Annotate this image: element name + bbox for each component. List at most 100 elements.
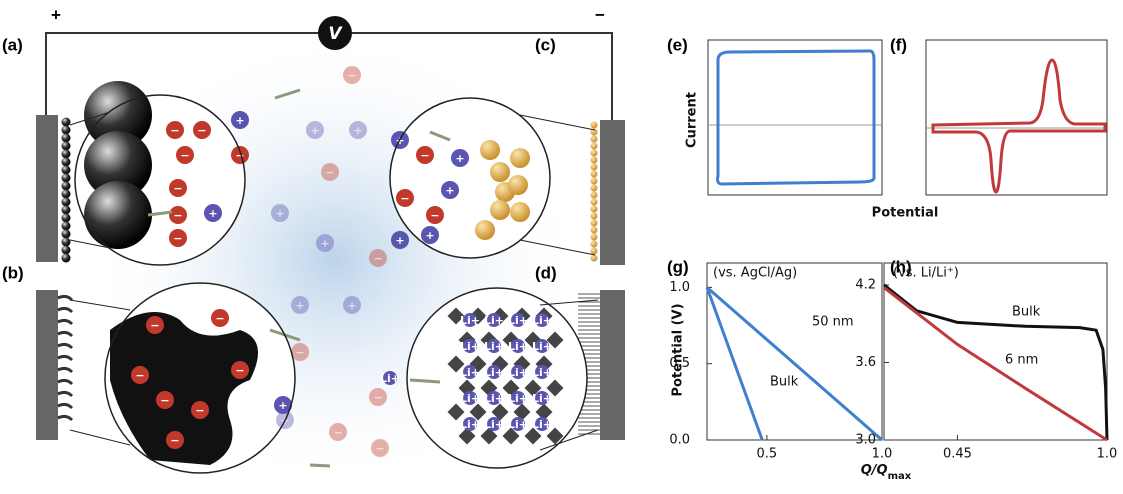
lithium-sign: Li+ [532,340,552,353]
plus: + [51,5,61,24]
cation-sign: + [208,207,217,220]
lithium-sign: Li+ [460,418,480,431]
carbon-particle [62,246,71,255]
particle [591,241,598,248]
ligand [58,332,72,336]
particle [591,248,598,255]
panel-label: (c) [535,35,556,54]
carbon-particle [62,190,71,199]
ligand [58,296,72,300]
anion-sign: − [373,252,382,265]
cation-sign: + [235,114,244,127]
axis-label: Potential [872,206,939,221]
lithium-sign: Li+ [460,392,480,405]
cation-sign: + [320,237,329,250]
carbon-particle [62,238,71,247]
ligand [58,404,72,408]
y-tick-label: 3.0 [855,433,876,448]
circle-bg [390,98,550,258]
y-tick-label: 4.2 [855,277,876,292]
carbon-particle [62,198,71,207]
particle [591,234,598,241]
carbon-particle [62,142,71,151]
particle [591,122,598,129]
particle [591,227,598,234]
panel-label: (g) [667,257,689,276]
anion-sign: − [170,124,179,137]
anion-sign: − [197,124,206,137]
carbon-particle [62,118,71,127]
particle [591,157,598,164]
panel-label: (a) [2,35,23,54]
axis-label: Current [685,92,700,148]
lithium-sign: Li+ [508,418,528,431]
cv-panels: Current Potential [685,40,1108,221]
panel-label: (d) [535,263,557,282]
plot-frame [884,263,1107,440]
series-label: 6 nm [1005,353,1038,368]
lithium-sign: Li+ [460,314,480,327]
lithium-sign: Li+ [532,366,552,379]
ligand [58,320,72,324]
lithium-sign: Li+ [532,392,552,405]
anion-sign: − [135,369,144,382]
cation-sign: + [310,124,319,137]
carbon-particle [62,222,71,231]
particle [508,175,528,195]
lithium-sign: Li+ [484,366,504,379]
carbon-particle [62,206,71,215]
lithium-sign: Li+ [508,314,528,327]
ligand [58,344,72,348]
carbon-particle [62,158,71,167]
x-tick-label: 1.0 [1097,447,1118,462]
anion-sign: − [170,434,179,447]
particle [591,136,598,143]
anion-sign: − [295,346,304,359]
axis-label: Potential (V) [671,303,686,396]
anion-sign: − [173,209,182,222]
cation-sign: + [445,184,454,197]
lithium-sign: Li+ [532,418,552,431]
particle [475,220,495,240]
arrow [310,465,330,466]
series-label: 50 nm [812,315,854,330]
cation-sign: + [395,234,404,247]
carbon-particle [62,182,71,191]
particle [591,206,598,213]
series-label: Bulk [770,375,799,390]
particle [480,140,500,160]
panel-label: (f) [890,35,907,54]
anion-sign: − [195,404,204,417]
particle [510,148,530,168]
lithium-sign: Li+ [380,372,400,385]
carbon-particle [62,150,71,159]
anion-sign: − [420,149,429,162]
anion-sign: − [375,442,384,455]
cation-sign: + [425,229,434,242]
anion-sign: − [235,364,244,377]
ligand [58,416,72,420]
lithium-sign: Li+ [484,418,504,431]
minus: − [595,5,605,24]
figure: + − V −−−−−−−++−−−−−−−+−−−+++++Li+Li+Li+… [0,0,1123,494]
anion-sign: − [150,319,159,332]
series-line [884,285,1107,440]
carbon-sphere [84,181,152,249]
anion-sign: − [173,232,182,245]
particle [591,171,598,178]
x-tick-label: 1.0 [872,447,893,462]
particle [591,199,598,206]
anion-sign: − [160,394,169,407]
particle [591,185,598,192]
carbon-particle [62,134,71,143]
particle [591,192,598,199]
particle [591,164,598,171]
lithium-sign: Li+ [484,392,504,405]
ligand [58,368,72,372]
lithium-sign: Li+ [460,340,480,353]
lithium-sign: Li+ [484,314,504,327]
y-tick-label: 0.0 [669,433,690,448]
anion-sign: − [430,209,439,222]
x-tick-label: 0.45 [943,447,972,462]
x-label-sub: max [888,471,912,482]
